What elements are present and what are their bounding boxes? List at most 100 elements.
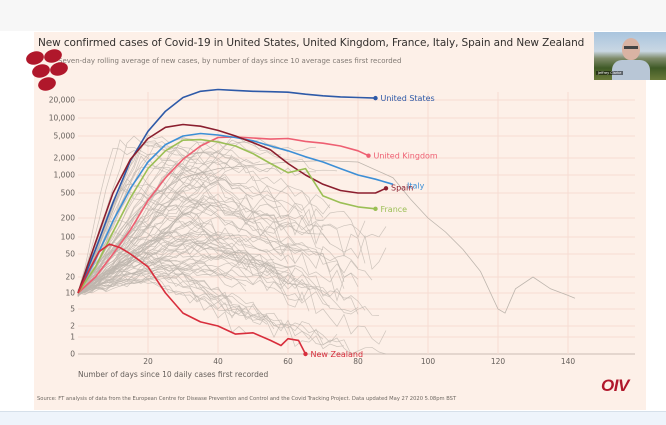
background-country-line — [77, 242, 275, 295]
y-tick-label: 10,000 — [49, 114, 75, 123]
source-note: Source: FT analysis of data from the Eur… — [37, 396, 457, 402]
background-country-line — [77, 147, 205, 293]
series-line-italy — [77, 132, 394, 294]
webcam-video: Jeffrey Clarke — [594, 32, 666, 80]
y-tick-label: 2,000 — [54, 154, 76, 163]
background-country-line — [77, 211, 219, 295]
series-line-united-states — [77, 88, 376, 294]
background-country-line — [77, 267, 247, 293]
y-tick-label: 5,000 — [54, 132, 76, 141]
background-country-line — [77, 273, 275, 330]
participant-name: Jeffrey Clarke — [596, 71, 624, 75]
y-tick-label: 1,000 — [54, 171, 76, 180]
background-country-line — [77, 144, 198, 293]
series-line-united-kingdom — [77, 136, 369, 294]
y-tick-label: 20,000 — [49, 96, 75, 105]
grape-2 — [44, 49, 62, 63]
background-country-line — [77, 231, 289, 295]
background-country-line — [77, 146, 331, 291]
background-country-line — [77, 155, 387, 297]
series-label-spain: Spain — [391, 183, 413, 192]
background-country-line — [77, 221, 212, 296]
background-country-line — [77, 258, 289, 335]
chart-title: New confirmed cases of Covid-19 in Unite… — [38, 37, 585, 49]
series-line-new-zealand — [77, 243, 307, 355]
y-tick-label: 5 — [70, 305, 75, 314]
oiv-grapes-logo-icon — [26, 49, 68, 91]
x-tick-label: 60 — [283, 357, 293, 366]
y-tick-label: 10 — [65, 289, 75, 298]
series-label-italy: Italy — [407, 181, 425, 190]
series-line-france — [77, 138, 376, 294]
background-country-line — [77, 262, 303, 301]
y-tick-label: 2 — [70, 322, 75, 331]
series-end-dot-spain — [383, 186, 389, 191]
x-tick-label: 80 — [353, 357, 363, 366]
series-label-france: France — [381, 205, 408, 214]
background-country-line — [77, 156, 198, 296]
background-country-line — [77, 234, 310, 293]
background-country-line — [77, 195, 296, 297]
background-country-line-long — [77, 160, 576, 314]
background-country-line — [77, 228, 331, 297]
y-tick-label: 200 — [61, 214, 76, 223]
background-country-line — [77, 248, 352, 355]
y-tick-label: 500 — [61, 189, 76, 198]
y-tick-label: 50 — [65, 250, 75, 259]
y-axis-ticks: 0 1 2 5 10 20 50 100 200 500 1,000 2,000 5,000 10,000… — [49, 96, 75, 359]
background-country-line — [77, 269, 268, 325]
series-end-dot-france — [373, 206, 378, 212]
background-country-line — [77, 153, 359, 302]
x-tick-label: 40 — [213, 357, 223, 366]
background-country-line — [77, 174, 345, 297]
series-label-united-states: United States — [381, 94, 435, 103]
grape-3 — [32, 64, 50, 78]
y-tick-label: 20 — [65, 273, 75, 282]
top-strip — [0, 0, 666, 31]
x-tick-label: 120 — [491, 357, 506, 366]
y-tick-label: 1 — [70, 333, 75, 342]
background-country-line — [77, 173, 324, 292]
background-country-line — [77, 273, 387, 355]
oiv-logo-text: OIV — [601, 376, 629, 395]
series-end-dot-new-zealand — [303, 351, 308, 357]
chart-subtitle: Seven-day rolling average of new cases, … — [58, 57, 402, 65]
background-country-line — [77, 141, 261, 297]
y-tick-label: 0 — [70, 350, 75, 359]
grape-4 — [50, 62, 68, 76]
x-axis-title: Number of days since 10 daily cases firs… — [78, 370, 268, 379]
background-country-line — [77, 166, 331, 292]
background-country-line — [77, 154, 233, 294]
background-country-line — [77, 173, 303, 297]
background-lines — [77, 134, 576, 355]
x-axis-ticks: 20 40 60 80 100 120 140 — [143, 357, 575, 366]
background-country-line — [77, 249, 296, 297]
background-country-line — [77, 235, 310, 312]
background-country-line — [77, 179, 345, 296]
background-country-line — [77, 201, 324, 291]
background-country-line — [77, 216, 254, 292]
background-country-line — [77, 189, 296, 293]
x-tick-label: 140 — [561, 357, 576, 366]
grape-1 — [26, 51, 44, 65]
participant-glasses — [624, 46, 638, 49]
background-country-line — [77, 163, 282, 295]
bottom-strip — [0, 411, 666, 425]
series-line-spain — [77, 123, 387, 294]
background-country-line — [77, 139, 366, 295]
participant-body — [612, 60, 650, 80]
series-end-dot-united-states — [373, 95, 378, 101]
background-country-line — [77, 265, 324, 340]
grape-5 — [38, 77, 56, 91]
series-label-united-kingdom: United Kingdom — [374, 152, 438, 161]
background-country-line — [77, 230, 359, 312]
series-end-dot-united-kingdom — [366, 153, 371, 158]
participant-head — [622, 38, 640, 60]
background-country-line — [77, 186, 226, 295]
x-tick-label: 20 — [143, 357, 153, 366]
background-country-line — [77, 141, 366, 294]
y-tick-label: 100 — [61, 233, 76, 242]
background-country-line — [77, 183, 359, 296]
